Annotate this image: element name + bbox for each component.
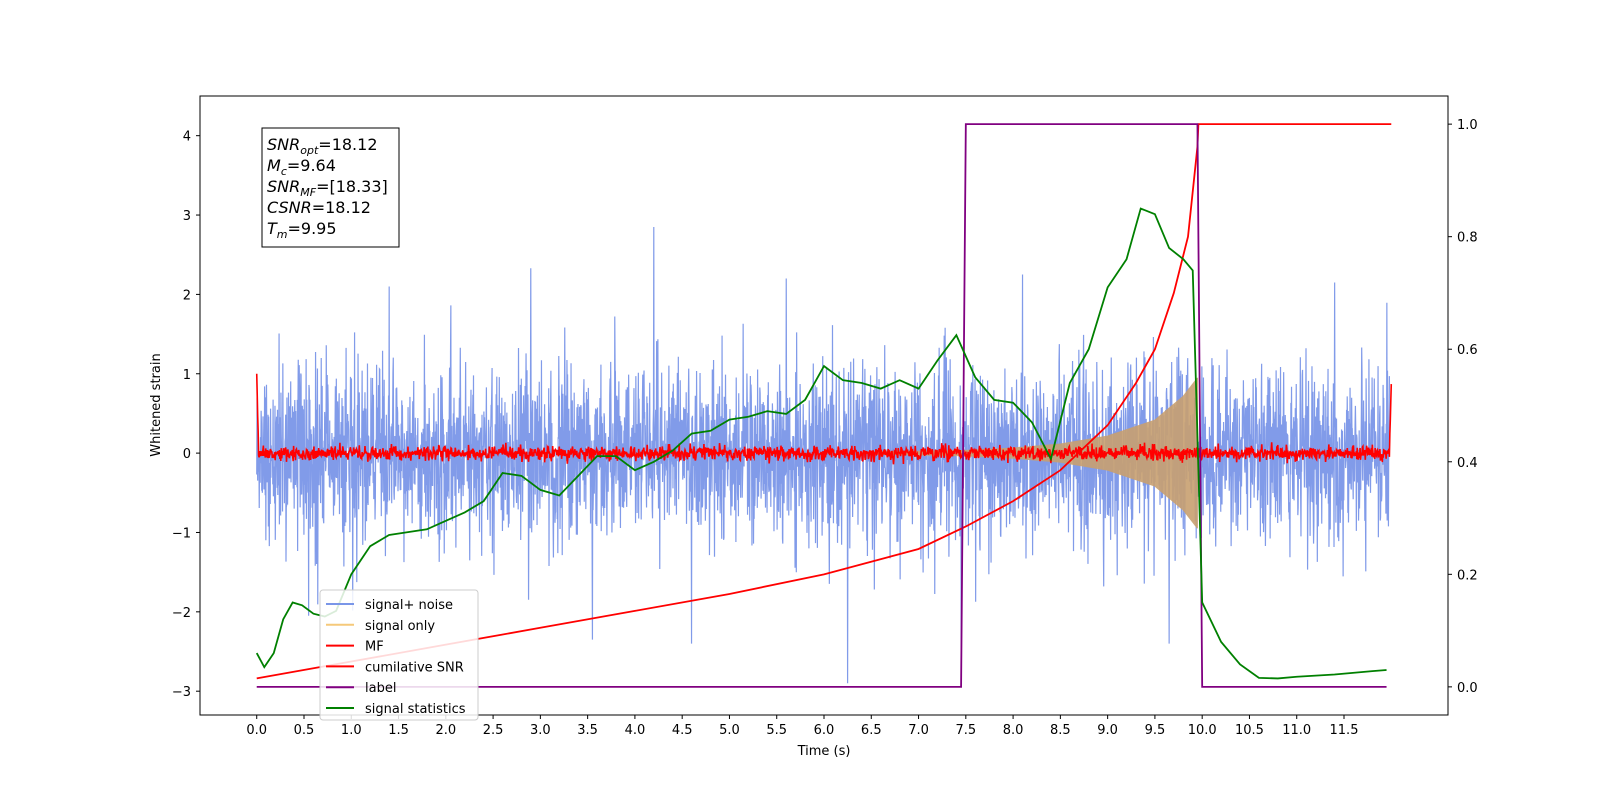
x-axis: 0.0 0.5 1.0 1.5 2.0 2.5 3.0 3.5 4.0 4.5 5.0 5.5 6.0 6… xyxy=(246,715,1358,738)
x-tick-label: 10.5 xyxy=(1235,723,1264,738)
legend: signal+ noise signal only MF cumilative SNR… xyxy=(319,589,479,721)
plot-area xyxy=(255,123,1393,688)
x-tick-label: 0.0 xyxy=(246,723,267,738)
y2-tick-label: 0.2 xyxy=(1457,568,1478,583)
y2-tick-label: 1.0 xyxy=(1457,118,1478,133)
info-line: SNRMF=[18.33] xyxy=(267,177,388,199)
series-cumilative-snr xyxy=(256,123,1392,680)
y2-tick-label: 0.6 xyxy=(1457,343,1478,358)
x-tick-label: 5.0 xyxy=(719,723,740,738)
x-tick-label: 0.5 xyxy=(294,723,315,738)
y2-tick-label: 0.8 xyxy=(1457,231,1478,246)
series-mf xyxy=(255,373,1393,465)
series-label xyxy=(256,123,1387,688)
x-tick-label: 1.5 xyxy=(388,723,409,738)
x-tick-label: 2.0 xyxy=(435,723,456,738)
x-tick-label: 9.5 xyxy=(1145,723,1166,738)
y-tick-label: −1 xyxy=(172,526,191,541)
series-signal-statistics xyxy=(255,207,1387,680)
info-line: Mc=9.64 xyxy=(267,156,336,178)
y2-tick-label: 0.4 xyxy=(1457,456,1478,471)
y-tick-label: 1 xyxy=(183,368,191,383)
x-tick-label: 6.0 xyxy=(814,723,835,738)
legend-label: MF xyxy=(365,640,384,655)
y-tick-label: 3 xyxy=(183,209,191,224)
x-tick-label: 7.0 xyxy=(908,723,929,738)
x-tick-label: 9.0 xyxy=(1097,723,1118,738)
legend-label: cumilative SNR xyxy=(365,660,464,675)
x-tick-label: 11.0 xyxy=(1282,723,1311,738)
y-tick-label: 4 xyxy=(183,130,191,145)
y-tick-label: −2 xyxy=(172,606,191,621)
x-tick-label: 11.5 xyxy=(1330,723,1359,738)
x-tick-label: 8.5 xyxy=(1050,723,1071,738)
legend-label: signal only xyxy=(365,619,435,634)
y-axis-left: −3 −2 −1 0 1 2 3 4 xyxy=(172,130,200,700)
legend-frame xyxy=(319,589,479,721)
info-box: SNRopt=18.12Mc=9.64SNRMF=[18.33]CSNR=18.… xyxy=(261,127,400,248)
legend-label: label xyxy=(365,681,396,696)
x-tick-label: 6.5 xyxy=(861,723,882,738)
x-axis-label: Time (s) xyxy=(797,744,851,759)
x-tick-label: 3.0 xyxy=(530,723,551,738)
info-line: CSNR=18.12 xyxy=(267,198,371,217)
legend-label: signal+ noise xyxy=(365,598,453,613)
y-tick-label: 2 xyxy=(183,288,191,303)
y-tick-label: 0 xyxy=(183,447,191,462)
legend-label: signal statistics xyxy=(365,702,466,717)
x-tick-label: 4.0 xyxy=(625,723,646,738)
x-tick-label: 5.5 xyxy=(766,723,787,738)
info-box-frame xyxy=(261,127,400,248)
y-axis-label: Whitened strain xyxy=(149,353,164,456)
y2-tick-label: 0.0 xyxy=(1457,681,1478,696)
y-axis-right: 0.0 0.2 0.4 0.6 0.8 1.0 xyxy=(1448,118,1478,696)
x-tick-label: 10.0 xyxy=(1188,723,1217,738)
x-tick-label: 4.5 xyxy=(672,723,693,738)
info-line: SNRopt=18.12 xyxy=(267,135,378,157)
x-tick-label: 2.5 xyxy=(483,723,504,738)
x-tick-label: 8.0 xyxy=(1003,723,1024,738)
y-tick-label: −3 xyxy=(172,685,191,700)
x-tick-label: 3.5 xyxy=(577,723,598,738)
info-line: Tm=9.95 xyxy=(267,219,337,241)
x-tick-label: 1.0 xyxy=(341,723,362,738)
x-tick-label: 7.5 xyxy=(955,723,976,738)
